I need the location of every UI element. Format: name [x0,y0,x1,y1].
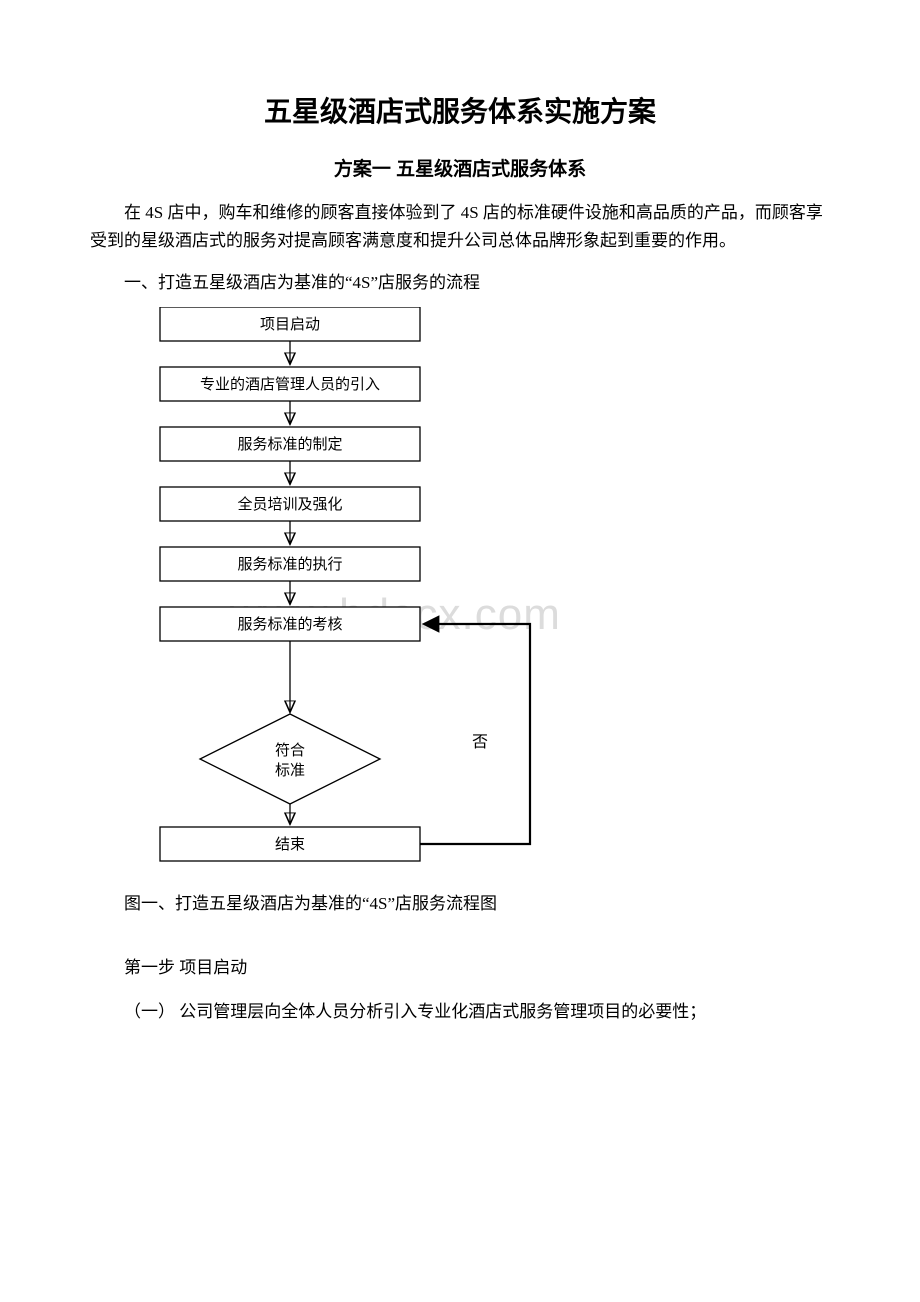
step1-item-1: （一） 公司管理层向全体人员分析引入专业化酒店式服务管理项目的必要性； [90,998,830,1026]
section-heading: 一、打造五星级酒店为基准的“4S”店服务的流程 [90,269,830,297]
flow-box-4-label: 全员培训及强化 [237,495,342,513]
doc-subtitle: 方案一 五星级酒店式服务体系 [90,154,830,181]
flow-decision-label-1: 符合 [275,742,305,759]
document-content: 五星级酒店式服务体系实施方案 方案一 五星级酒店式服务体系 在 4S 店中，购车… [90,90,830,1026]
flow-box-6-label: 服务标准的考核 [237,616,342,633]
figure-caption: 图一、打造五星级酒店为基准的“4S”店服务流程图 [90,890,830,918]
flow-decision [200,714,380,804]
intro-paragraph: 在 4S 店中，购车和维修的顾客直接体验到了 4S 店的标准硬件设施和高品质的产… [90,199,830,255]
flow-branch-no-label: 否 [472,734,488,751]
flowchart-svg: 项目启动 专业的酒店管理人员的引入 服务标准的制定 全员培训及强化 服务标准的执… [130,307,610,867]
flow-decision-label-2: 标准 [275,762,305,779]
flow-box-end-label: 结束 [275,836,305,853]
step1-heading: 第一步 项目启动 [90,954,830,982]
flow-box-3-label: 服务标准的制定 [237,436,342,453]
flow-box-1-label: 项目启动 [260,316,320,333]
flow-box-2-label: 专业的酒店管理人员的引入 [200,376,380,393]
flow-box-5-label: 服务标准的执行 [237,556,342,573]
doc-title: 五星级酒店式服务体系实施方案 [90,90,830,130]
flowchart-container: 项目启动 专业的酒店管理人员的引入 服务标准的制定 全员培训及强化 服务标准的执… [130,307,830,872]
